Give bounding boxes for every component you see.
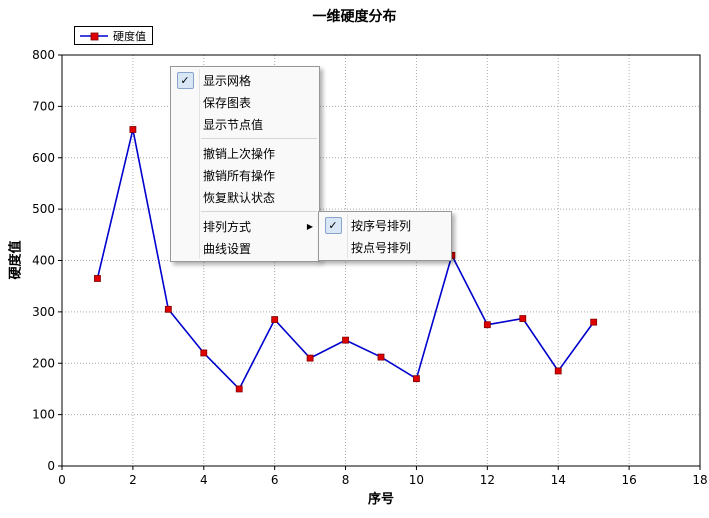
menu-item-save-chart[interactable]: 保存图表 xyxy=(171,91,319,113)
y-axis-label: 硬度值 xyxy=(8,240,24,280)
data-point-marker xyxy=(413,375,420,383)
x-tick-label: 10 xyxy=(409,473,424,487)
data-point-marker xyxy=(519,315,527,322)
y-tick-label: 0 xyxy=(47,459,55,473)
menu-item-undo-all[interactable]: 撤销所有操作 xyxy=(171,164,319,186)
submenu-arrow-icon: ▶ xyxy=(306,221,313,231)
menu-item-label: 显示网格 xyxy=(203,73,252,88)
legend-label: 硬度值 xyxy=(113,29,146,43)
menu-item-label: 撤销上次操作 xyxy=(203,146,276,161)
data-point-marker xyxy=(200,349,208,357)
context-submenu: ✓ 按序号排列 按点号排列 xyxy=(318,211,452,261)
context-menu: ✓ 显示网格 保存图表 显示节点值 撤销上次操作 撤销所有操作 恢复默认状态 xyxy=(170,66,320,262)
menu-item-label: 恢复默认状态 xyxy=(203,190,276,205)
menu-item-label: 曲线设置 xyxy=(203,241,252,256)
data-point-marker xyxy=(554,367,562,375)
submenu-item-sort-by-point[interactable]: 按点号排列 xyxy=(319,236,451,258)
menu-separator xyxy=(201,211,317,212)
menu-item-label: 撤销所有操作 xyxy=(203,168,276,183)
x-tick-label: 0 xyxy=(58,473,66,487)
x-tick-label: 4 xyxy=(200,473,208,487)
menu-item-label: 保存图表 xyxy=(203,95,252,110)
menu-item-show-grid[interactable]: ✓ 显示网格 xyxy=(171,69,319,91)
menu-item-label: 排列方式 xyxy=(203,219,252,234)
chart-title: 一维硬度分布 xyxy=(312,9,397,25)
x-tick-label: 16 xyxy=(621,473,636,487)
data-point-marker xyxy=(94,275,101,282)
data-point-marker xyxy=(483,321,491,329)
menu-item-curve-settings[interactable]: 曲线设置 xyxy=(171,237,319,259)
legend-marker-icon xyxy=(80,32,108,40)
y-tick-label: 500 xyxy=(32,202,55,216)
data-point-marker xyxy=(377,353,385,361)
data-point-marker xyxy=(164,305,172,313)
menu-item-gutter: ✓ xyxy=(319,216,347,234)
menu-item-label: 按序号排列 xyxy=(351,218,412,233)
menu-item-undo-last[interactable]: 撤销上次操作 xyxy=(171,142,319,164)
data-point-marker xyxy=(590,318,598,326)
data-point-marker xyxy=(306,354,314,362)
submenu-item-sort-by-index[interactable]: ✓ 按序号排列 xyxy=(319,214,451,236)
x-tick-label: 18 xyxy=(692,473,707,487)
data-point-marker xyxy=(271,316,279,323)
menu-item-sort-mode[interactable]: 排列方式 ▶ xyxy=(171,215,319,237)
x-axis-label: 序号 xyxy=(367,492,395,507)
menu-item-label: 按点号排列 xyxy=(351,240,412,255)
check-icon: ✓ xyxy=(324,216,342,234)
menu-item-gutter: ✓ xyxy=(171,71,199,89)
data-point-marker xyxy=(342,336,349,344)
menu-item-show-node-values[interactable]: 显示节点值 xyxy=(171,113,319,135)
x-tick-label: 6 xyxy=(271,473,279,487)
y-tick-label: 800 xyxy=(32,48,55,62)
y-tick-label: 200 xyxy=(32,356,55,370)
y-tick-label: 700 xyxy=(32,99,55,113)
x-tick-label: 12 xyxy=(480,473,495,487)
menu-item-label: 显示节点值 xyxy=(203,117,264,132)
data-point-marker xyxy=(129,126,137,133)
menu-item-restore-default[interactable]: 恢复默认状态 xyxy=(171,186,319,208)
menu-separator xyxy=(201,138,317,139)
y-tick-label: 300 xyxy=(32,305,55,319)
x-tick-label: 8 xyxy=(342,473,350,487)
data-point-marker xyxy=(235,385,243,393)
x-tick-label: 14 xyxy=(551,473,566,487)
legend: 硬度值 xyxy=(74,26,153,45)
x-tick-label: 2 xyxy=(129,473,137,487)
y-tick-label: 600 xyxy=(32,151,55,165)
y-tick-label: 100 xyxy=(32,408,55,422)
check-icon: ✓ xyxy=(176,71,194,89)
y-tick-label: 400 xyxy=(32,254,55,268)
